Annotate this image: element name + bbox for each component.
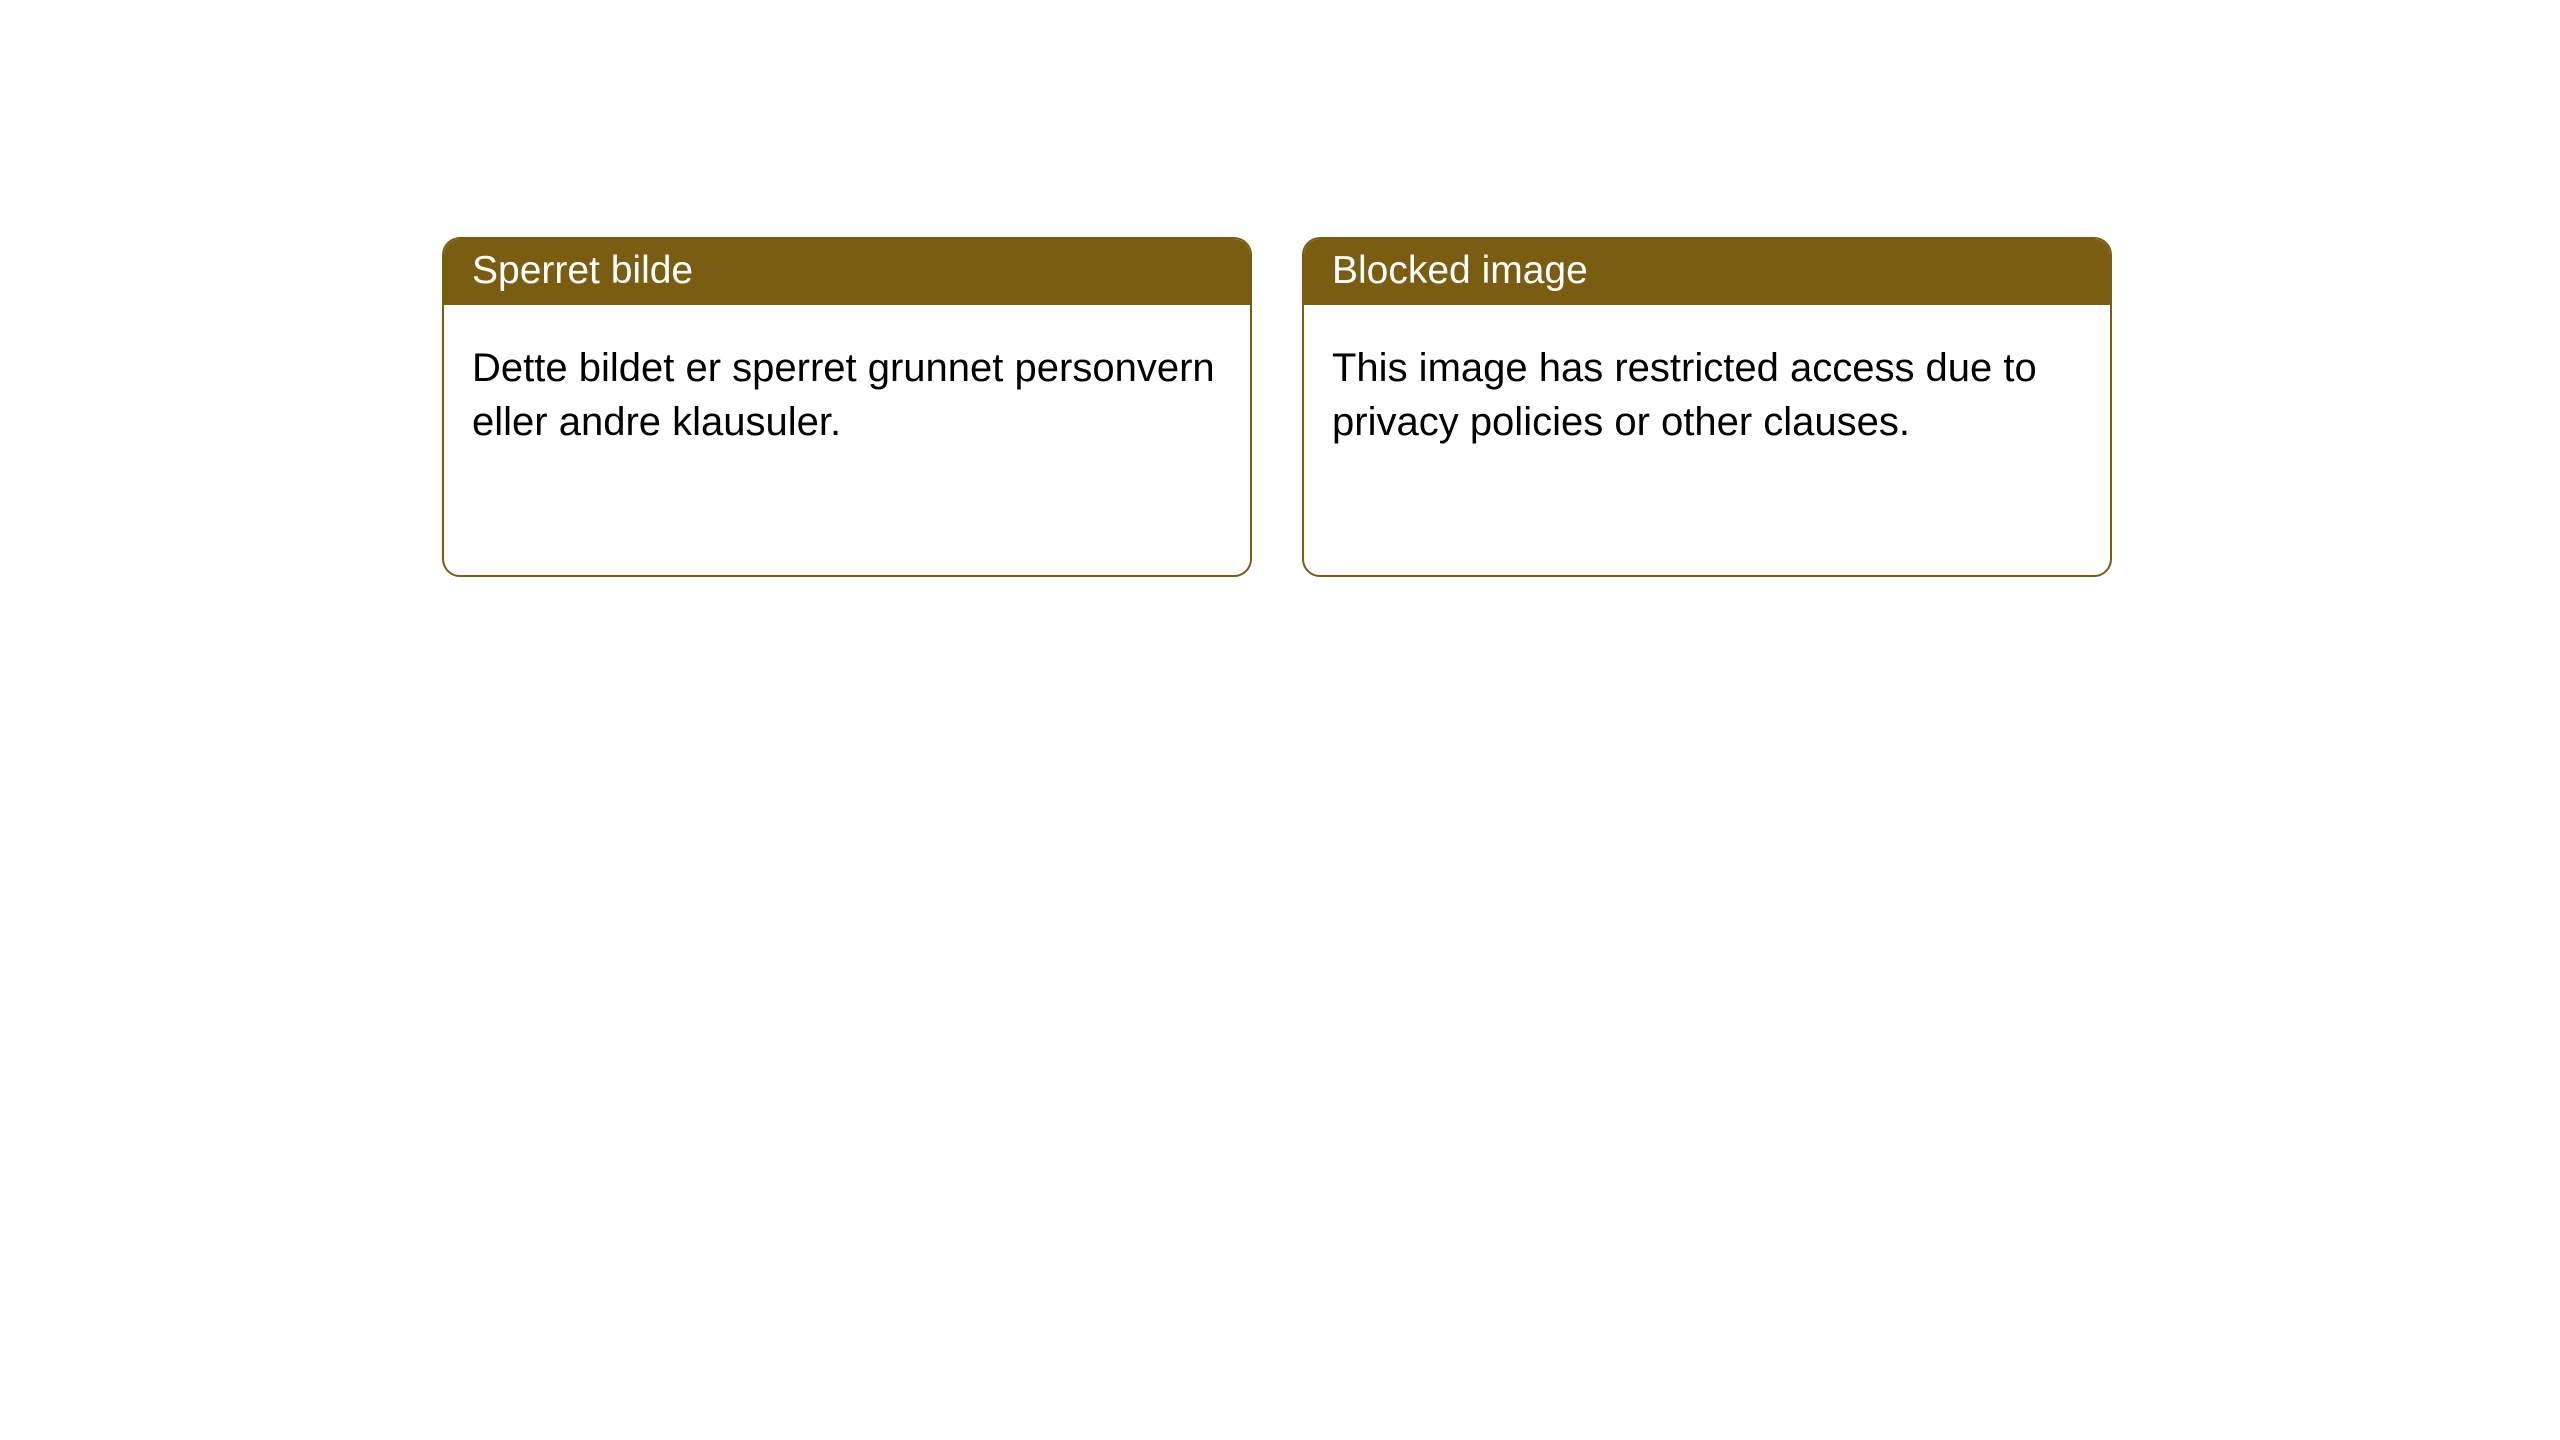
notice-cards-container: Sperret bilde Dette bildet er sperret gr… bbox=[442, 237, 2112, 577]
notice-card-norwegian: Sperret bilde Dette bildet er sperret gr… bbox=[442, 237, 1252, 577]
notice-card-english: Blocked image This image has restricted … bbox=[1302, 237, 2112, 577]
notice-card-header: Sperret bilde bbox=[444, 239, 1250, 305]
notice-card-body: This image has restricted access due to … bbox=[1304, 305, 2110, 477]
notice-card-header: Blocked image bbox=[1304, 239, 2110, 305]
notice-card-body: Dette bildet er sperret grunnet personve… bbox=[444, 305, 1250, 477]
